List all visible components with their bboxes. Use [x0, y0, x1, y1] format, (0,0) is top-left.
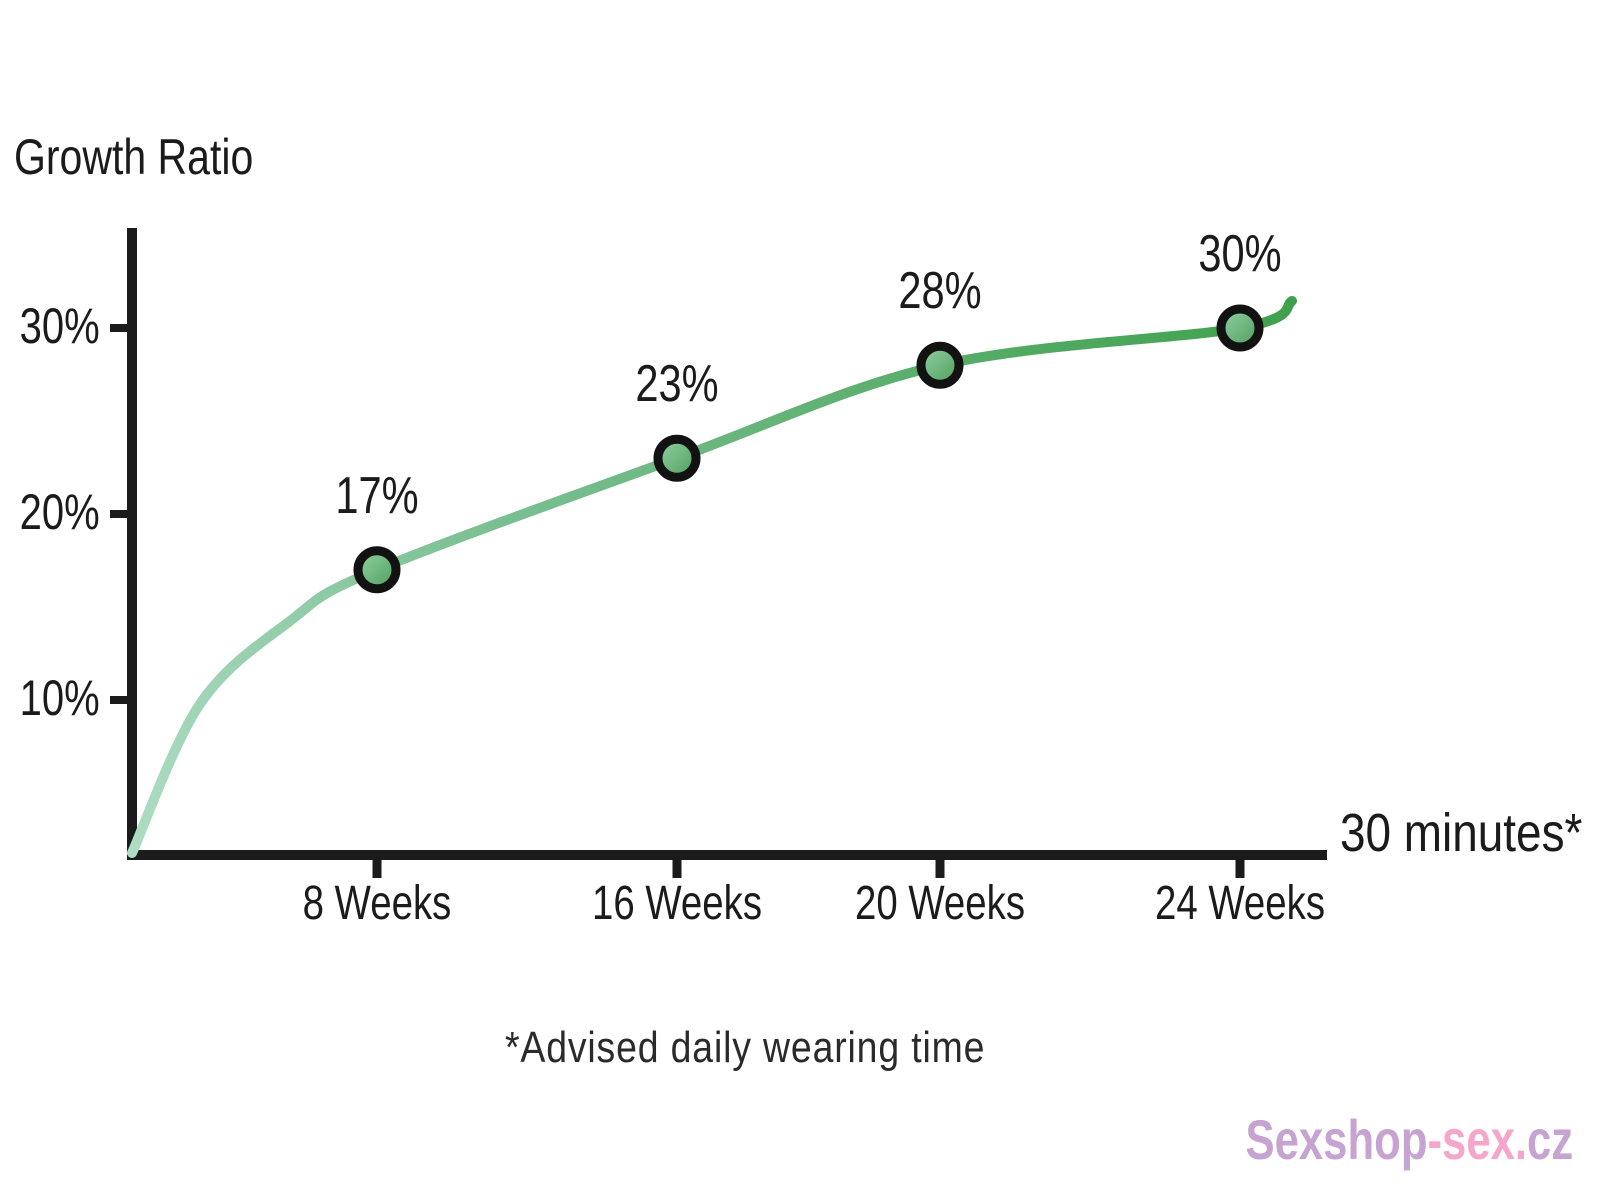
- data-label-30: 30%: [1198, 225, 1282, 283]
- x-tick-label-20-weeks: 20 Weeks: [854, 877, 1026, 930]
- data-label-28: 28%: [898, 262, 982, 320]
- y-tick-label-10: 10%: [19, 670, 100, 726]
- x-tick-label-24-weeks: 24 Weeks: [1154, 877, 1326, 930]
- chart-title: Growth Ratio: [14, 129, 254, 185]
- data-point-marker: [916, 341, 964, 389]
- data-label-17: 17%: [335, 467, 419, 525]
- data-point-marker: [653, 434, 701, 482]
- x-tick-label-8-weeks: 8 Weeks: [302, 877, 452, 930]
- data-point-marker: [353, 546, 401, 594]
- growth-curve: [127, 296, 1297, 858]
- watermark-part-1: Sexshop: [1245, 1108, 1428, 1171]
- data-point-marker: [1216, 304, 1264, 352]
- footnote: *Advised daily wearing time: [505, 1023, 986, 1072]
- y-tick-label-20: 20%: [19, 484, 100, 540]
- watermark: Sexshop-sex.cz: [1245, 1112, 1573, 1168]
- x-axis-end-label: 30 minutes*: [1340, 803, 1583, 863]
- watermark-part-2: -sex.: [1427, 1108, 1527, 1171]
- data-label-23: 23%: [635, 355, 719, 413]
- x-tick-label-16-weeks: 16 Weeks: [591, 877, 763, 930]
- y-tick-label-30: 30%: [19, 298, 100, 354]
- watermark-part-3: cz: [1526, 1108, 1573, 1171]
